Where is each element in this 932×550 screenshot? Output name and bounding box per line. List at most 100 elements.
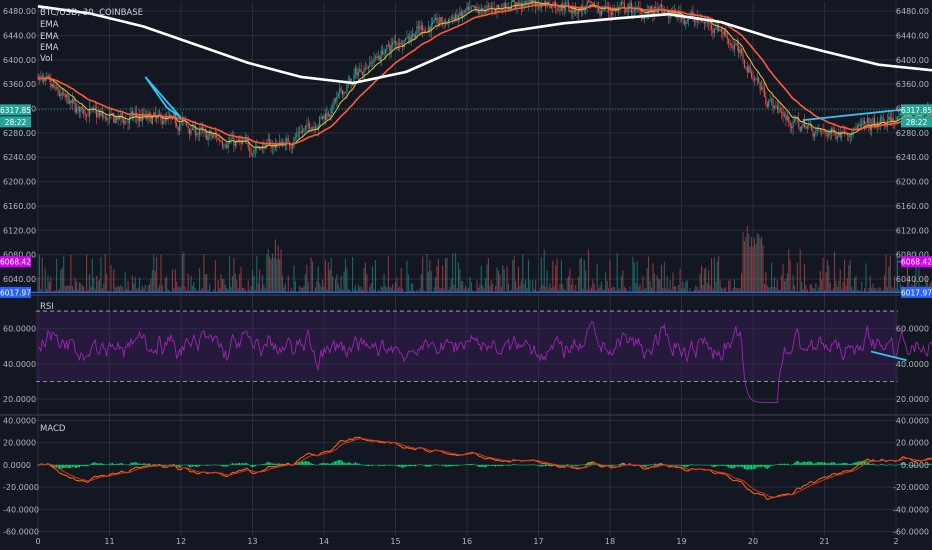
candle-body (227, 142, 229, 149)
candle-body (692, 12, 694, 19)
macd-histogram-bar (832, 462, 834, 465)
volume-bar (915, 250, 917, 293)
macd-histogram-bar (583, 464, 585, 466)
macd-histogram-bar (349, 462, 351, 465)
candle-body (423, 30, 425, 32)
candle-body (220, 140, 222, 142)
candle-body (778, 107, 780, 110)
macd-histogram-bar (516, 464, 518, 466)
macd-histogram-bar (452, 464, 454, 466)
volume-bar (899, 283, 901, 293)
macd-histogram-bar (875, 464, 877, 466)
candle-body (682, 17, 684, 20)
macd-histogram-bar (427, 464, 429, 467)
candle-body (802, 120, 804, 127)
candle-body (383, 53, 385, 55)
volume-bar (477, 287, 479, 293)
volume-bar (891, 286, 893, 293)
volume-bar (107, 290, 109, 293)
macd-histogram-bar (743, 464, 745, 469)
macd-histogram-bar (203, 464, 205, 466)
macd-histogram-bar (689, 464, 691, 466)
candle-body (326, 112, 328, 120)
volume-bar (480, 265, 482, 293)
volume-bar (327, 262, 329, 293)
macd-histogram-bar (58, 464, 60, 470)
macd-histogram-bar (912, 464, 914, 467)
volume-bar (190, 275, 192, 293)
candle-body (234, 141, 236, 146)
candle-body (842, 131, 844, 133)
candle-body (193, 126, 195, 128)
volume-bar (430, 271, 432, 293)
magenta-level-tag-bg (0, 256, 31, 268)
macd-histogram-bar (838, 463, 840, 465)
macd-histogram-bar (279, 463, 281, 465)
volume-bar (706, 283, 708, 293)
volume-bar (88, 274, 91, 293)
macd-histogram-bar (304, 461, 306, 465)
candle-body (576, 12, 578, 15)
macd-histogram-bar (506, 464, 508, 466)
candle-body (792, 122, 794, 129)
volume-bar (650, 287, 653, 293)
volume-bar (879, 287, 881, 293)
macd-histogram-bar (778, 463, 780, 465)
candle-body (882, 117, 884, 122)
right-axis-tick: 20.0000 (896, 439, 929, 448)
volume-bar (323, 286, 325, 293)
candle-body (693, 18, 695, 21)
macd-histogram-bar (140, 464, 142, 465)
volume-bar (853, 277, 856, 293)
macd-histogram-bar (376, 464, 378, 466)
candle-body (397, 45, 399, 46)
volume-bar (251, 269, 254, 293)
macd-histogram-bar (96, 463, 98, 465)
volume-bar (489, 286, 491, 293)
candle-body (819, 128, 821, 131)
candle-body (470, 5, 472, 7)
volume-bar (249, 289, 251, 293)
macd-histogram-bar (818, 462, 820, 465)
macd-histogram-bar (872, 463, 874, 465)
volume-bar (133, 283, 135, 293)
volume-bar (585, 270, 587, 293)
volume-bar (792, 275, 794, 293)
price-overlays (0, 76, 932, 294)
macd-histogram-bar (93, 462, 95, 465)
volume-bar (236, 280, 238, 293)
volume-bar (642, 276, 644, 293)
candle-body (765, 96, 767, 104)
macd-histogram-bar (719, 464, 721, 466)
volume-bar (138, 277, 141, 293)
candle-body (63, 93, 65, 95)
volume-bar (715, 281, 717, 293)
candle-body (396, 42, 398, 46)
candle-body (755, 79, 757, 81)
macd-histogram-bar (426, 464, 428, 467)
candle-body (560, 3, 562, 11)
volume-bar (838, 280, 840, 293)
macd-histogram-bar (118, 463, 121, 465)
volume-bar (532, 280, 534, 293)
candle-body (863, 120, 866, 124)
macd-histogram-bar (924, 464, 926, 465)
left-axis-tick: 6480.00 (3, 7, 36, 16)
candle-body (231, 137, 234, 139)
macd-histogram-bar (546, 464, 548, 466)
candle-body (465, 10, 467, 12)
volume-bar (618, 288, 620, 293)
macd-histogram-bar (803, 461, 806, 465)
volume-bar (545, 286, 547, 293)
macd-histogram-bar (101, 463, 103, 465)
macd-histogram-bar (410, 464, 412, 467)
candle-body (523, 1, 525, 4)
volume-bar (116, 287, 118, 293)
volume-bar (645, 288, 647, 293)
candle-body (803, 120, 806, 128)
candle-body (189, 128, 191, 135)
candle-body (878, 122, 880, 124)
volume-bar (303, 285, 305, 293)
macd-histogram-bar (580, 464, 582, 466)
